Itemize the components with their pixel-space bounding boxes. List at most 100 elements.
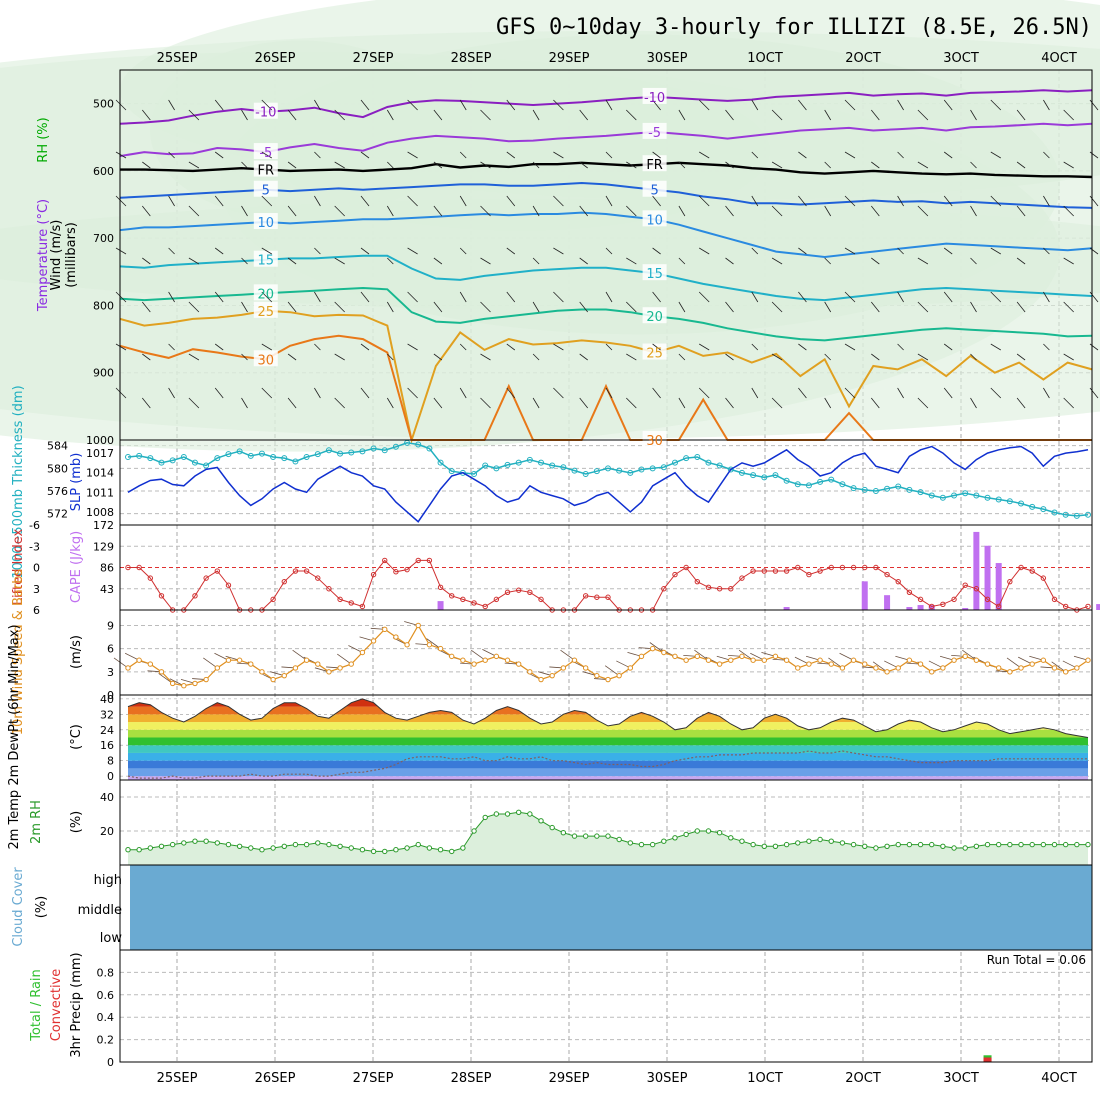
lifted-index-point bbox=[125, 564, 131, 571]
wind-barb bbox=[188, 205, 200, 217]
lifted-index-point bbox=[303, 568, 310, 574]
wind-barb bbox=[725, 353, 734, 361]
wind-barb bbox=[1016, 257, 1026, 265]
lifted-index-point bbox=[214, 568, 221, 574]
wind-barb-10m bbox=[292, 649, 307, 661]
thickness-point bbox=[292, 458, 299, 465]
lifted-index-point bbox=[594, 594, 600, 600]
wind-barb bbox=[553, 247, 564, 255]
thickness-point bbox=[973, 492, 980, 499]
thickness-point bbox=[582, 471, 589, 477]
wind-speed-point bbox=[672, 653, 678, 660]
wind-barb bbox=[626, 161, 637, 169]
lifted-index-point bbox=[147, 575, 154, 581]
pressure-tick-label: 700 bbox=[93, 232, 114, 245]
wind-barb bbox=[532, 205, 540, 217]
wind-barb bbox=[334, 397, 345, 409]
temp-axis-label: 2m Temp 2m DewPt (6hr Min/Max) bbox=[7, 624, 22, 849]
wind-speed-point bbox=[549, 672, 555, 679]
wind-barb bbox=[1089, 99, 1099, 111]
rh-point bbox=[404, 845, 410, 851]
rh-point bbox=[683, 831, 689, 838]
date-tick-bottom: 26SEP bbox=[255, 1071, 296, 1086]
wind-barb bbox=[605, 291, 613, 303]
thickness-point bbox=[471, 471, 478, 477]
wind-barb bbox=[241, 109, 248, 121]
wind-barb bbox=[990, 195, 1002, 207]
wind-speed-point bbox=[203, 676, 209, 683]
wind-barb bbox=[678, 205, 686, 217]
temp-band bbox=[128, 745, 1088, 753]
wind-barb bbox=[751, 291, 759, 303]
lifted-index-point bbox=[828, 564, 834, 571]
wind-barb bbox=[626, 205, 637, 217]
slp-tick-label: 1017 bbox=[86, 447, 114, 460]
precip-tick-label: 0 bbox=[107, 1056, 114, 1069]
lifted-tick-label: -3 bbox=[29, 540, 40, 553]
wind-barb-10m bbox=[203, 657, 218, 669]
wind-barb bbox=[115, 247, 127, 255]
wind-speed-point bbox=[873, 665, 879, 671]
date-tick-bottom: 1OCT bbox=[747, 1071, 783, 1086]
wind-barb bbox=[214, 99, 224, 111]
rh-point bbox=[783, 841, 790, 848]
wind-barb bbox=[1089, 343, 1099, 351]
wind-speed-point bbox=[739, 653, 745, 660]
wind-barb bbox=[407, 343, 418, 351]
lifted-index-point bbox=[415, 557, 421, 564]
rh-point bbox=[181, 840, 187, 846]
wind-barb bbox=[970, 109, 977, 121]
wind-barb bbox=[970, 353, 977, 361]
isotherm-label-bg bbox=[642, 87, 667, 104]
wind-barb bbox=[1089, 247, 1099, 255]
rh-point bbox=[236, 843, 243, 849]
wind-barb bbox=[553, 291, 564, 303]
rh-point bbox=[1018, 841, 1024, 848]
thickness-point bbox=[325, 447, 332, 454]
lifted-index-point bbox=[426, 557, 433, 564]
isotherm-label-bg bbox=[642, 122, 667, 139]
cloud-tick-label: middle bbox=[78, 903, 122, 918]
precip-tick-label: 0.2 bbox=[97, 1034, 115, 1047]
wind-barb bbox=[532, 161, 540, 169]
isotherm--5 bbox=[119, 122, 1093, 158]
wind-barb bbox=[314, 195, 321, 207]
cape-bar bbox=[917, 605, 924, 610]
lifted-index-point bbox=[728, 586, 734, 592]
wind-barb bbox=[751, 247, 759, 255]
wind-barb bbox=[433, 205, 443, 217]
wind-barb bbox=[652, 151, 661, 159]
wind-barb bbox=[678, 301, 686, 313]
wind-speed-point bbox=[181, 683, 187, 689]
wind-barb bbox=[870, 301, 880, 313]
thickness-point bbox=[660, 464, 667, 471]
rh-point bbox=[147, 845, 154, 851]
thickness-point bbox=[928, 492, 935, 499]
wind-barb bbox=[871, 257, 880, 265]
wind-barb bbox=[870, 397, 880, 409]
isotherm-label: 15 bbox=[258, 254, 275, 269]
rh-point bbox=[471, 828, 477, 834]
thickness-point bbox=[493, 465, 500, 472]
wind-speed-point bbox=[370, 638, 377, 644]
pressure-tick-label: 1000 bbox=[86, 434, 114, 447]
text-layer: 25SEP 25SEP 26SEP 26SEP 27SEP 27SEP 28SEP 28SEP… bbox=[7, 51, 1093, 1086]
thickness-point bbox=[426, 445, 433, 452]
rh-point bbox=[136, 847, 142, 853]
thickness-point bbox=[593, 468, 600, 475]
isotherm-label-bg bbox=[253, 301, 278, 318]
wind-speed-point bbox=[761, 657, 767, 663]
lifted-index-point bbox=[995, 603, 1002, 610]
wind-barb bbox=[626, 257, 637, 265]
wind-speed-point bbox=[582, 665, 589, 671]
cloud-tick-label: high bbox=[94, 873, 122, 888]
wind-speed-point bbox=[449, 653, 455, 660]
rh-point bbox=[739, 838, 745, 844]
wind-speed-point bbox=[426, 642, 433, 648]
wind-barb bbox=[824, 205, 832, 217]
lifted-index-point bbox=[705, 584, 712, 591]
rh-point bbox=[884, 843, 890, 849]
wind-barb-10m bbox=[649, 642, 665, 653]
wind-speed-point bbox=[884, 669, 890, 675]
lifted-index-point bbox=[1051, 596, 1058, 603]
